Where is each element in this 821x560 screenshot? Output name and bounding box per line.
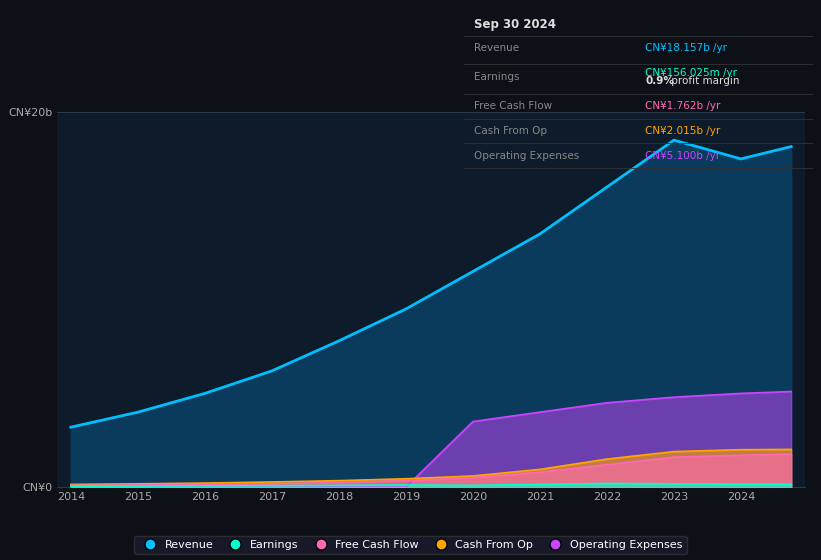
Text: Earnings: Earnings [475,72,520,82]
Text: Operating Expenses: Operating Expenses [475,151,580,161]
Text: Cash From Op: Cash From Op [475,126,548,136]
Text: CN¥1.762b /yr: CN¥1.762b /yr [645,101,721,111]
Text: Free Cash Flow: Free Cash Flow [475,101,553,111]
Text: profit margin: profit margin [668,76,740,86]
Text: Revenue: Revenue [475,43,520,53]
Text: Sep 30 2024: Sep 30 2024 [475,18,557,31]
Text: CN¥18.157b /yr: CN¥18.157b /yr [645,43,727,53]
Text: CN¥156.025m /yr: CN¥156.025m /yr [645,68,737,78]
Text: 0.9%: 0.9% [645,76,674,86]
Text: CN¥5.100b /yr: CN¥5.100b /yr [645,151,721,161]
Legend: Revenue, Earnings, Free Cash Flow, Cash From Op, Operating Expenses: Revenue, Earnings, Free Cash Flow, Cash … [135,535,686,554]
Text: CN¥2.015b /yr: CN¥2.015b /yr [645,126,721,136]
